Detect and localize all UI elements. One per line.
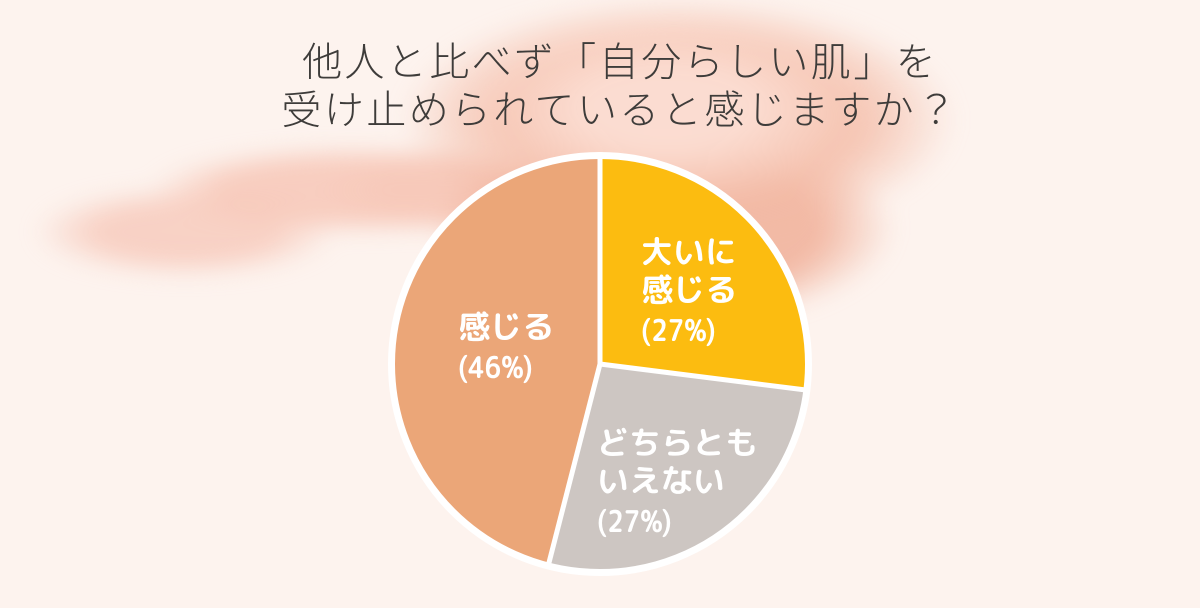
slice-label-text: どちらとも — [597, 421, 758, 465]
pie-slice-0 — [600, 158, 806, 390]
pie-slice-2 — [394, 158, 600, 564]
slice-label-text: 感じる — [641, 268, 738, 312]
slice-label-text: 大いに — [641, 230, 738, 274]
pie-outer-ring — [388, 152, 812, 576]
chart-title: 他人と比べず「自分らしい肌」を 受け止められていると感じますか？ — [20, 35, 1200, 131]
slice-label-percent: (27%) — [597, 500, 672, 542]
slice-label-dochiratomo-ienai: どちらとも いえない (27%) — [597, 424, 757, 539]
pie-chart — [388, 152, 812, 576]
pie-slice-separator — [599, 361, 806, 393]
slice-label-kanjiru: 感じる (46%) — [458, 308, 554, 385]
slice-label-text: 感じる — [458, 305, 555, 349]
slice-label-percent: (46%) — [458, 346, 533, 388]
slice-label-text: いえない — [597, 459, 726, 503]
pie-slice-separator — [546, 363, 603, 565]
slice-label-ooini-kanjiru: 大いに 感じる (27%) — [641, 233, 737, 348]
pie-slice-1 — [548, 364, 804, 570]
slice-label-percent: (27%) — [641, 309, 716, 351]
chart-title-line-1: 他人と比べず「自分らしい肌」を — [302, 30, 938, 88]
chart-title-line-2: 受け止められていると感じますか？ — [281, 78, 959, 136]
